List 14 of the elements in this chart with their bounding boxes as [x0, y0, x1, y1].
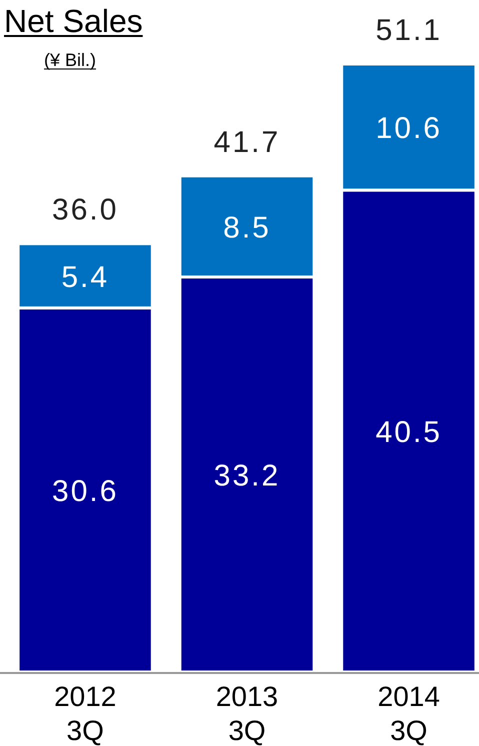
data-label: 5.4: [61, 260, 110, 294]
data-label: 8.5: [223, 211, 271, 244]
data-label: 40.5: [376, 416, 442, 450]
x-tick-label: 2013 3Q: [216, 681, 278, 746]
data-label: 33.2: [214, 459, 280, 492]
chart-subtitle: (¥ Bil.): [44, 50, 96, 70]
total-label: 41.7: [214, 126, 280, 159]
data-label: 10.6: [376, 112, 442, 146]
data-label: 30.6: [52, 474, 118, 508]
x-tick-label: 2014 3Q: [378, 681, 440, 746]
chart-title: Net Sales: [4, 3, 143, 39]
total-label: 36.0: [52, 194, 118, 227]
total-label: 51.1: [376, 14, 442, 47]
x-tick-label: 2012 3Q: [54, 681, 116, 746]
